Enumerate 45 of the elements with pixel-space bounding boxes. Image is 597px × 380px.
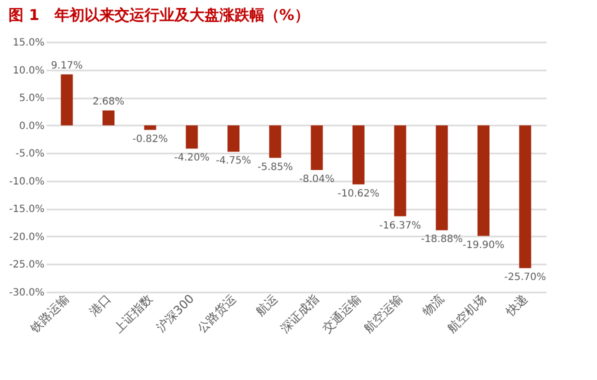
y-tick-label: -15.0% bbox=[9, 204, 44, 216]
bar bbox=[60, 74, 73, 126]
y-tick-label: 5.0% bbox=[19, 93, 44, 104]
x-tick-label: 深证成指 bbox=[278, 292, 322, 336]
data-label: 9.17% bbox=[50, 60, 83, 72]
y-tick-label: -20.0% bbox=[9, 232, 44, 243]
x-tick-label: 快递 bbox=[502, 292, 530, 320]
y-tick-label: 10.0% bbox=[12, 65, 44, 76]
chart-title: 图 1 年初以来交运行业及大盘涨跌幅（%） bbox=[8, 6, 310, 24]
bar bbox=[394, 125, 406, 216]
x-tick-label: 港口 bbox=[86, 292, 114, 318]
y-tick-label: 0.0% bbox=[19, 120, 44, 132]
bar bbox=[519, 125, 532, 268]
bar bbox=[478, 125, 490, 236]
bar bbox=[310, 125, 323, 170]
x-tick-label: 航空机场 bbox=[444, 292, 488, 336]
data-label: -10.62% bbox=[338, 188, 380, 200]
bar bbox=[228, 125, 240, 152]
data-label: -8.04% bbox=[299, 174, 335, 185]
data-label: -25.70% bbox=[504, 272, 546, 284]
bar bbox=[186, 125, 198, 149]
bar bbox=[352, 125, 364, 184]
bar bbox=[436, 125, 448, 230]
data-label: -18.88% bbox=[420, 234, 463, 246]
bar bbox=[144, 125, 156, 130]
y-tick-label: -25.0% bbox=[9, 260, 44, 271]
x-tick-label: 物流 bbox=[420, 292, 447, 318]
data-label: 2.68% bbox=[92, 96, 124, 108]
data-label: -16.37% bbox=[379, 220, 422, 232]
data-label: -4.20% bbox=[174, 152, 210, 164]
data-label: -19.90% bbox=[462, 240, 504, 251]
x-tick-label: 公路货运 bbox=[194, 292, 238, 336]
data-label: -4.75% bbox=[216, 156, 252, 167]
y-tick-label: 15.0% bbox=[12, 38, 44, 48]
y-tick-label: -5.0% bbox=[15, 148, 44, 160]
y-tick-label: -10.0% bbox=[9, 176, 44, 188]
data-label: -0.82% bbox=[132, 134, 168, 145]
x-tick-label: 航运 bbox=[253, 292, 280, 318]
x-tick-label: 航空运输 bbox=[361, 292, 406, 336]
x-tick-label: 上证指数 bbox=[111, 292, 156, 336]
bar bbox=[102, 110, 114, 126]
data-label: -5.85% bbox=[257, 162, 293, 173]
x-tick-label: 交通运输 bbox=[320, 292, 364, 336]
bar bbox=[269, 125, 282, 158]
y-tick-label: -30.0% bbox=[9, 288, 44, 298]
